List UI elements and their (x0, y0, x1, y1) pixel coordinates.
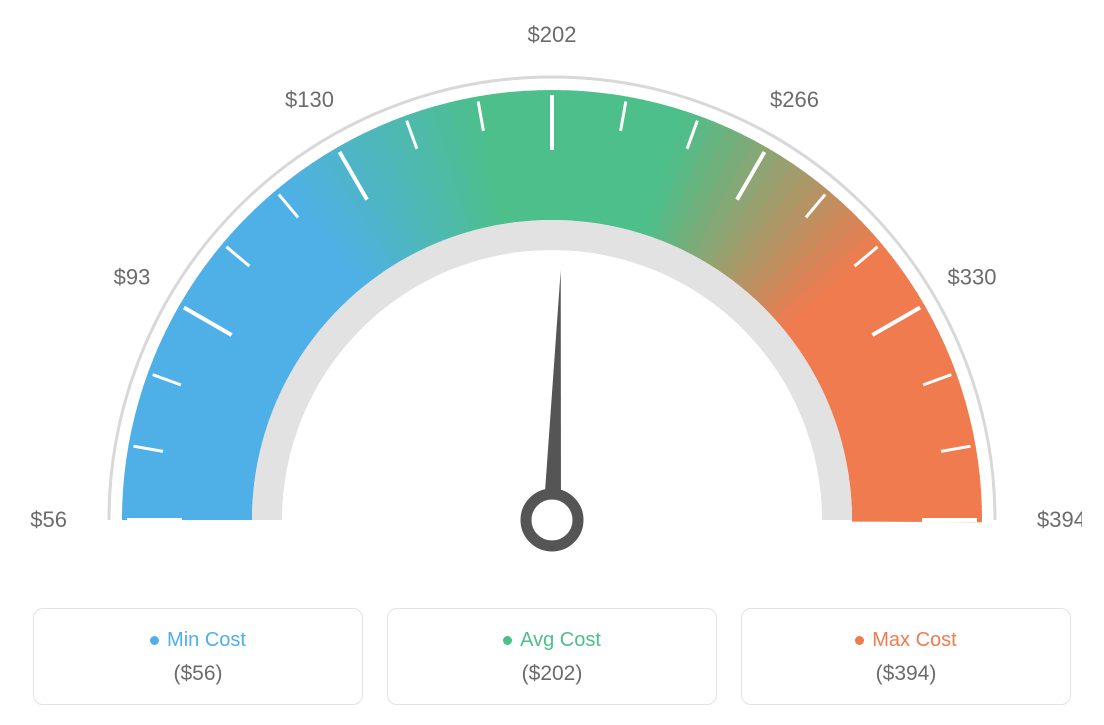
legend-card-max: Max Cost ($394) (741, 608, 1071, 705)
legend-card-avg: Avg Cost ($202) (387, 608, 717, 705)
legend-row: Min Cost ($56) Avg Cost ($202) Max Cost … (20, 608, 1084, 705)
needle-hub (526, 494, 578, 546)
gauge-svg: $56 $93 $130 $202 $266 $330 $394 (22, 20, 1082, 580)
legend-value: ($202) (398, 662, 706, 686)
legend-title-min: Min Cost (150, 629, 246, 652)
legend-label: Avg Cost (520, 629, 601, 652)
dot-icon (503, 636, 512, 645)
legend-card-min: Min Cost ($56) (33, 608, 363, 705)
legend-label: Min Cost (167, 629, 246, 652)
dot-icon (150, 636, 159, 645)
tick-label: $93 (114, 265, 151, 290)
legend-title-max: Max Cost (855, 629, 956, 652)
legend-value: ($56) (44, 662, 352, 686)
tick-label: $56 (30, 507, 67, 532)
dot-icon (855, 636, 864, 645)
tick-label: $266 (770, 87, 819, 112)
legend-label: Max Cost (872, 629, 956, 652)
tick-label: $202 (528, 22, 577, 47)
legend-title-avg: Avg Cost (503, 629, 601, 652)
tick-label: $330 (948, 265, 997, 290)
tick-label: $130 (285, 87, 334, 112)
tick-label: $394 (1037, 507, 1082, 532)
cost-gauge-chart: $56 $93 $130 $202 $266 $330 $394 (22, 20, 1082, 580)
legend-value: ($394) (752, 662, 1060, 686)
